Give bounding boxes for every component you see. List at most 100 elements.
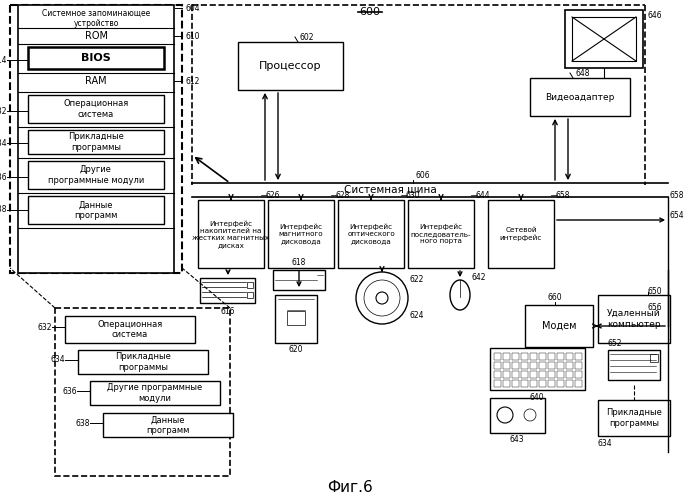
Text: Прикладные
программы: Прикладные программы	[606, 408, 662, 428]
FancyBboxPatch shape	[275, 295, 317, 343]
Text: 650: 650	[648, 287, 663, 296]
Text: Фиг.6: Фиг.6	[327, 480, 373, 495]
Text: 638: 638	[0, 206, 7, 215]
Text: 652: 652	[608, 339, 622, 348]
FancyBboxPatch shape	[198, 200, 264, 268]
FancyBboxPatch shape	[539, 353, 546, 360]
FancyBboxPatch shape	[10, 5, 182, 273]
Text: Операционная
система: Операционная система	[64, 99, 129, 119]
FancyBboxPatch shape	[557, 362, 564, 369]
FancyBboxPatch shape	[608, 350, 660, 380]
Text: 624: 624	[410, 311, 424, 320]
FancyBboxPatch shape	[512, 380, 519, 387]
FancyBboxPatch shape	[488, 200, 554, 268]
FancyBboxPatch shape	[548, 353, 555, 360]
FancyBboxPatch shape	[18, 5, 174, 273]
FancyBboxPatch shape	[521, 362, 528, 369]
Text: Прикладные
программы: Прикладные программы	[68, 132, 124, 152]
Text: 654: 654	[670, 211, 685, 220]
FancyBboxPatch shape	[28, 161, 164, 189]
Text: Интерфейс
оптического
дисковода: Интерфейс оптического дисковода	[347, 224, 395, 244]
Text: 648: 648	[575, 68, 589, 77]
FancyBboxPatch shape	[494, 371, 501, 378]
FancyBboxPatch shape	[273, 270, 325, 290]
FancyBboxPatch shape	[287, 311, 305, 325]
FancyBboxPatch shape	[65, 316, 195, 343]
FancyBboxPatch shape	[90, 381, 220, 405]
Text: 606: 606	[415, 171, 430, 180]
FancyBboxPatch shape	[572, 17, 636, 61]
Text: 622: 622	[410, 275, 424, 284]
FancyBboxPatch shape	[557, 353, 564, 360]
Text: 616: 616	[220, 307, 235, 316]
FancyBboxPatch shape	[530, 380, 537, 387]
Text: Другие
программные модули: Другие программные модули	[48, 165, 144, 185]
Text: RAM: RAM	[85, 76, 107, 86]
FancyBboxPatch shape	[598, 295, 670, 343]
FancyBboxPatch shape	[575, 380, 582, 387]
FancyBboxPatch shape	[28, 196, 164, 224]
FancyBboxPatch shape	[503, 380, 510, 387]
Text: BIOS: BIOS	[81, 53, 111, 63]
FancyBboxPatch shape	[530, 353, 537, 360]
Text: Процессор: Процессор	[259, 61, 322, 71]
Text: 614: 614	[0, 55, 7, 64]
Text: 644: 644	[475, 191, 489, 200]
Text: Интерфейс
накопителей на
жестких магнитных
дисках: Интерфейс накопителей на жестких магнитн…	[193, 220, 270, 248]
Text: Системное запоминающее
устройство: Системное запоминающее устройство	[42, 8, 150, 28]
FancyBboxPatch shape	[539, 362, 546, 369]
FancyBboxPatch shape	[539, 371, 546, 378]
FancyBboxPatch shape	[566, 371, 573, 378]
FancyBboxPatch shape	[548, 371, 555, 378]
FancyBboxPatch shape	[557, 371, 564, 378]
FancyBboxPatch shape	[503, 353, 510, 360]
FancyBboxPatch shape	[521, 380, 528, 387]
FancyBboxPatch shape	[494, 353, 501, 360]
FancyBboxPatch shape	[525, 305, 593, 347]
Text: 646: 646	[648, 10, 663, 19]
Text: 658: 658	[555, 191, 570, 200]
FancyBboxPatch shape	[238, 42, 343, 90]
FancyBboxPatch shape	[490, 398, 545, 433]
Text: Прикладные
программы: Прикладные программы	[115, 352, 171, 372]
Text: 643: 643	[510, 435, 524, 444]
FancyBboxPatch shape	[200, 278, 255, 303]
Text: 638: 638	[76, 419, 90, 428]
Text: Данные
программ: Данные программ	[74, 200, 118, 220]
Text: Видеоадаптер: Видеоадаптер	[545, 92, 615, 101]
FancyBboxPatch shape	[650, 354, 658, 362]
FancyBboxPatch shape	[521, 371, 528, 378]
FancyBboxPatch shape	[512, 353, 519, 360]
Text: Сетевой
интерфейс: Сетевой интерфейс	[500, 227, 542, 241]
Text: 636: 636	[62, 387, 77, 396]
FancyBboxPatch shape	[530, 78, 630, 116]
FancyBboxPatch shape	[512, 362, 519, 369]
FancyBboxPatch shape	[247, 292, 253, 298]
Text: 628: 628	[335, 191, 349, 200]
Text: Операционная
система: Операционная система	[97, 320, 162, 339]
Text: Данные
программ: Данные программ	[146, 415, 190, 435]
FancyBboxPatch shape	[78, 350, 208, 374]
FancyBboxPatch shape	[494, 380, 501, 387]
Text: 632: 632	[38, 322, 52, 331]
FancyBboxPatch shape	[247, 282, 253, 288]
FancyBboxPatch shape	[28, 47, 164, 69]
FancyBboxPatch shape	[565, 10, 643, 68]
Text: 640: 640	[530, 393, 545, 402]
Text: 634: 634	[50, 355, 65, 364]
Text: 636: 636	[0, 173, 7, 182]
FancyBboxPatch shape	[512, 371, 519, 378]
FancyBboxPatch shape	[575, 353, 582, 360]
Text: Системная шина: Системная шина	[344, 185, 436, 195]
FancyBboxPatch shape	[494, 362, 501, 369]
FancyBboxPatch shape	[566, 362, 573, 369]
FancyBboxPatch shape	[530, 371, 537, 378]
Text: 618: 618	[292, 258, 306, 267]
Text: Удаленный
компьютер: Удаленный компьютер	[607, 309, 661, 329]
FancyBboxPatch shape	[28, 130, 164, 154]
FancyBboxPatch shape	[28, 95, 164, 123]
FancyBboxPatch shape	[530, 362, 537, 369]
Text: 642: 642	[472, 272, 486, 281]
FancyBboxPatch shape	[55, 308, 230, 476]
FancyBboxPatch shape	[503, 362, 510, 369]
